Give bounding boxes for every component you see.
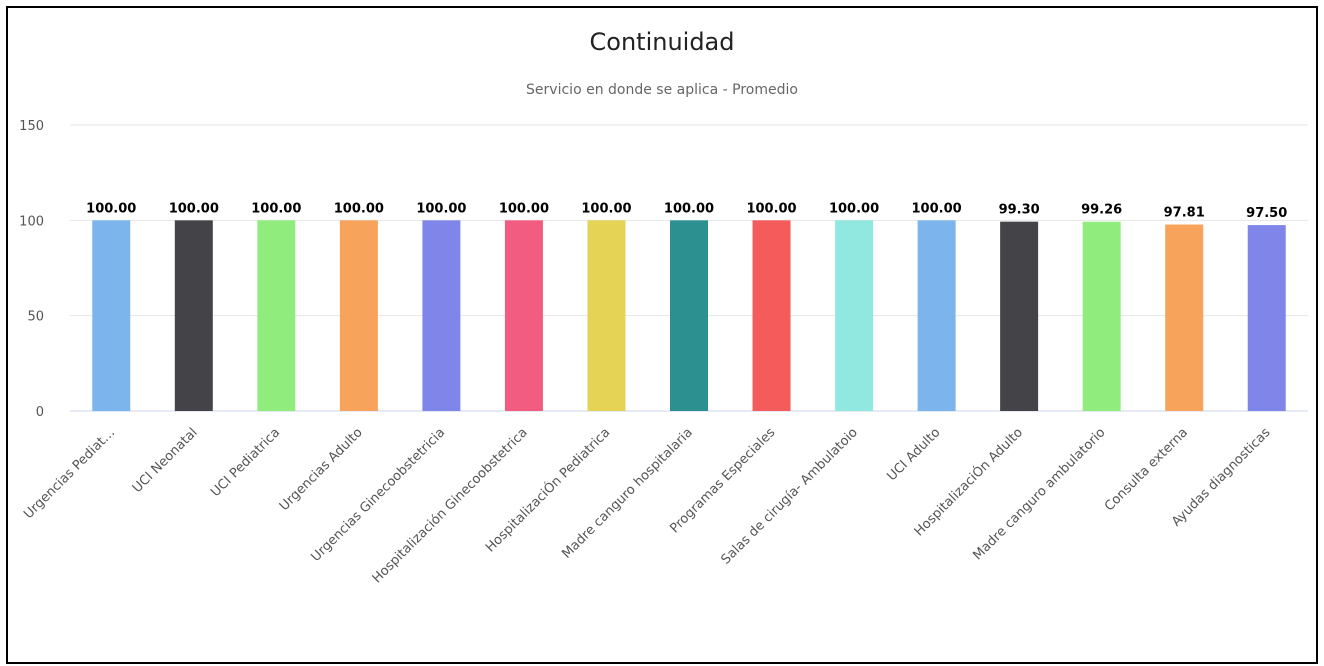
bar[interactable]	[917, 220, 956, 411]
data-label: 100.00	[912, 201, 962, 216]
x-tick-label: Madre canguro hospitalaria	[559, 425, 695, 561]
data-label: 100.00	[251, 201, 301, 216]
bar[interactable]	[422, 220, 461, 411]
bar[interactable]	[504, 220, 543, 411]
data-label: 100.00	[416, 201, 466, 216]
bar[interactable]	[670, 220, 708, 411]
bar[interactable]	[752, 220, 791, 411]
data-label: 100.00	[499, 201, 549, 216]
data-label: 100.00	[664, 201, 714, 216]
data-label: 97.50	[1246, 206, 1287, 221]
x-tick-label: Madre canguro ambulatorio	[970, 425, 1108, 563]
y-tick-label: 0	[36, 405, 44, 420]
bar[interactable]	[835, 220, 874, 411]
bar-chart-plot: 0 50 100 150 100.00 Urgencias Pediat… 100.00 UC…	[19, 119, 1308, 586]
data-label: 100.00	[334, 201, 384, 216]
bar[interactable]	[1165, 224, 1204, 411]
bar[interactable]	[1247, 225, 1286, 411]
x-tick-label: Urgencias Ginecoobstetricia	[308, 425, 448, 565]
data-label: 99.26	[1081, 203, 1122, 218]
x-tick-label: UCI Pediatrica	[208, 425, 283, 500]
data-label: 100.00	[746, 201, 796, 216]
data-label: 100.00	[829, 201, 879, 216]
chart-container: Continuidad Servicio en donde se aplica …	[6, 6, 1318, 664]
bar[interactable]	[339, 220, 378, 411]
y-tick-label: 150	[19, 119, 44, 134]
bar[interactable]	[257, 220, 296, 411]
bar[interactable]	[174, 220, 213, 411]
data-label: 100.00	[169, 201, 219, 216]
bar[interactable]	[587, 220, 626, 411]
x-tick-label: Urgencias Adulto	[277, 425, 366, 514]
x-tick-label: Salas de cirugía- Ambulatoio	[719, 425, 861, 567]
bar[interactable]	[1000, 221, 1039, 411]
bar[interactable]	[1082, 221, 1121, 411]
chart-title: Continuidad	[589, 28, 735, 56]
data-label: 97.81	[1164, 206, 1205, 221]
x-tick-label: Urgencias Pediat…	[21, 425, 118, 522]
bar[interactable]	[92, 220, 131, 411]
chart-subtitle: Servicio en donde se aplica - Promedio	[526, 82, 798, 98]
y-tick-label: 100	[19, 214, 44, 229]
x-tick-label: Consulta externa	[1102, 425, 1191, 514]
x-tick-label: UCI Neonatal	[130, 425, 201, 496]
data-label: 100.00	[581, 201, 631, 216]
x-tick-label: UCI Adulto	[884, 425, 943, 484]
data-label: 100.00	[86, 201, 136, 216]
data-label: 99.30	[999, 203, 1040, 218]
x-tick-label: Hospitalización Ginecoobstetrica	[370, 425, 531, 586]
y-tick-label: 50	[27, 310, 44, 325]
